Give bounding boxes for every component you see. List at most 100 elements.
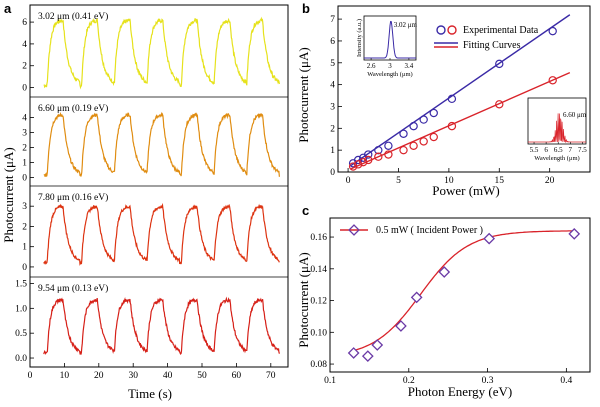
panel-c-point (347, 347, 360, 359)
panel-b-ytick-label: 2 (330, 124, 335, 134)
panel-a-ytick-label: 0 (22, 84, 27, 94)
panel-a-xtick-label: 40 (163, 371, 173, 381)
panel-a-trace-4 (43, 296, 280, 356)
panel-b-point (384, 141, 393, 150)
panel-a-ytick-label: 3 (22, 202, 27, 212)
panel-b-point (548, 76, 557, 85)
inset-2-xtick-label: 5.5 (530, 146, 539, 154)
panel-b-frame (337, 5, 591, 173)
panel-b-ytick-label: 6 (330, 37, 335, 47)
panel-c-xlabel: Photon Energy (eV) (408, 384, 512, 399)
panel-a-ytick-label: 0 (22, 263, 27, 273)
panel-a-ytick-label: 1 (22, 243, 27, 253)
inset-1-label: 3.02 μm (394, 21, 418, 29)
legend-marker-red (447, 25, 457, 35)
legend-experimental: Experimental Data (463, 25, 539, 36)
panel-c-xtick-label: 0.4 (560, 376, 572, 386)
panel-b-letter: b (302, 1, 310, 16)
panel-b-point (359, 157, 368, 167)
panel-b-point (399, 145, 408, 155)
panel-b-point (374, 152, 383, 161)
panel-b-point (364, 150, 373, 159)
panel-b-point (409, 141, 418, 150)
panel-b-ylabel: Photocurrent (μA) (296, 47, 311, 142)
panel-b-xtick-label: 0 (346, 176, 351, 186)
panel-a-ylabel: Photocurrent (μA) (1, 147, 16, 242)
panel-b-point (384, 150, 393, 159)
panel-b-ytick-label: 4 (330, 81, 335, 91)
panel-c-ytick-label: 0.16 (310, 233, 327, 243)
panel-b-ytick-label: 1 (330, 146, 335, 156)
panel-b-point (419, 115, 428, 124)
legend-marker-blue (436, 25, 446, 35)
panel-c: c Photocurrent (μA) Photon Energy (eV) 0… (296, 203, 591, 399)
panel-b-point (495, 59, 504, 69)
panel-a-series-label-4: 9.54 μm (0.13 eV) (38, 283, 108, 294)
panel-b-xtick-label: 20 (545, 176, 555, 186)
panel-b-ytick-label: 0 (330, 168, 335, 178)
panel-c-point (395, 320, 407, 332)
panel-b-point (447, 94, 457, 104)
inset-2-xtick-label: 6.5 (554, 146, 563, 154)
panel-b-point (399, 129, 408, 138)
inset-1-xtick-label: 3.4 (405, 62, 414, 70)
inset-2-xtick-label: 7.5 (578, 146, 587, 154)
panel-c-ytick-label: 0.10 (310, 328, 327, 338)
panel-b-xlabel: Power (mW) (432, 183, 500, 198)
panel-c-point (483, 232, 496, 245)
panel-c-point (438, 266, 451, 278)
panel-a-series-label-2: 6.60 μm (0.19 eV) (38, 103, 108, 114)
inset-1-xtick-label: 3 (388, 62, 392, 70)
panel-a-ytick-label: 4 (22, 114, 27, 124)
legend-fitting: Fitting Curves (463, 40, 521, 51)
panel-a-ytick-label: 3 (22, 129, 27, 139)
panel-a-xtick-label: 30 (128, 371, 138, 381)
panel-b-point (409, 121, 418, 131)
panel-a-ytick-label: 1.5 (15, 279, 27, 289)
panel-a-xtick-label: 0 (28, 371, 33, 381)
panel-c-xtick-label: 0.1 (324, 376, 336, 386)
panel-a-series-label-1: 3.02 μm (0.41 eV) (38, 11, 108, 22)
panel-b-legend: Experimental Data Fitting Curves (434, 25, 539, 51)
panel-c-point (371, 339, 384, 351)
panel-a-xtick-label: 10 (60, 371, 70, 381)
inset-1-xlabel: Wavelength (μm) (367, 71, 412, 78)
panel-b-point (348, 162, 358, 171)
panel-a-letter: a (4, 1, 12, 16)
inset-2-xtick-label: 6 (544, 146, 548, 154)
inset-1-spectrum (364, 20, 416, 59)
inset-1-ylabel: Intensity (a.u.) (356, 19, 363, 57)
panel-b-ytick-label: 7 (330, 15, 335, 25)
panel-c-letter: c (302, 203, 309, 218)
panel-c-xtick-label: 0.2 (403, 376, 415, 386)
panel-a-ytick-label: 1.0 (15, 304, 27, 314)
panel-b-point (495, 100, 504, 109)
panel-c-point (568, 228, 581, 240)
panel-b-fit-line-2 (350, 71, 571, 170)
panel-b-xtick-label: 15 (495, 176, 505, 186)
panel-a-ytick-label: 0.5 (15, 329, 27, 339)
panel-b-point (429, 132, 438, 142)
panel-a-xtick-label: 60 (232, 371, 242, 381)
panel-a-xtick-label: 70 (266, 371, 276, 381)
panel-a-xtick-label: 20 (94, 371, 104, 381)
panel-a-trace-3 (43, 202, 280, 266)
panel-a-xlabel: Time (s) (128, 386, 172, 401)
panel-a-ytick-label: 2 (22, 144, 27, 154)
panel-c-fit-curve (353, 230, 575, 352)
panel-a-trace-1 (43, 16, 280, 90)
inset-2-xlabel: Wavelength (μm) (534, 155, 579, 162)
panel-c-legend: 0.5 mW ( Incident Power ) (340, 224, 483, 236)
panel-b-point (374, 145, 383, 155)
inset-1-xtick-label: 2.6 (367, 62, 376, 70)
legend-c-label: 0.5 mW ( Incident Power ) (376, 225, 483, 236)
panel-c-point (410, 291, 423, 304)
panel-a-series-label-3: 7.80 μm (0.16 eV) (38, 192, 108, 203)
panel-a-ytick-label: 0 (22, 174, 27, 184)
panel-b-xtick-label: 10 (444, 176, 454, 186)
panel-b-point (353, 160, 363, 169)
panel-a-ytick-label: 2 (22, 62, 27, 72)
panel-c-ytick-label: 0.08 (310, 360, 327, 370)
panel-b-xtick-label: 5 (396, 176, 401, 186)
